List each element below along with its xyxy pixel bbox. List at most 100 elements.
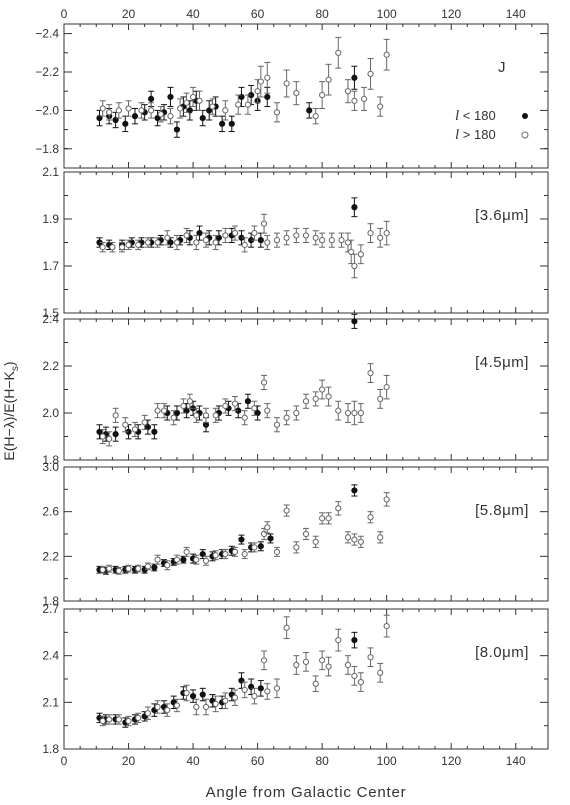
data-point-open [367, 514, 374, 521]
data-point-open [138, 107, 145, 114]
data-point-open [212, 552, 219, 559]
x-tick-label: 40 [186, 754, 200, 768]
data-point-filled [351, 318, 358, 325]
data-point-filled [267, 535, 274, 542]
data-point-filled [206, 107, 213, 114]
data-point-open [231, 694, 239, 701]
data-point-open [202, 237, 210, 244]
data-point-open [283, 624, 290, 631]
data-point-open [202, 412, 210, 419]
data-point-filled [351, 487, 358, 494]
y-tick-label: 2.1 [42, 165, 59, 179]
data-point-open [383, 496, 390, 503]
data-point-filled [228, 120, 235, 127]
data-point-open [231, 400, 239, 407]
data-point-open [367, 70, 374, 78]
data-point-open [302, 530, 310, 538]
x-tick-label-top: 60 [251, 7, 265, 21]
series-l-gt-180 [99, 614, 390, 727]
data-point-open [99, 105, 106, 112]
data-point-open [118, 244, 126, 251]
data-point-open [377, 234, 384, 241]
data-point-open [312, 113, 319, 120]
legend-marker-filled [522, 113, 528, 119]
data-point-open [312, 395, 319, 402]
y-tick-label: 2.4 [42, 649, 59, 663]
y-tick-label: 2.6 [42, 505, 59, 519]
data-point-open [377, 534, 384, 541]
x-tick-label-top: 80 [315, 7, 329, 21]
data-point-open [319, 515, 326, 522]
data-point-filled [199, 114, 206, 122]
data-point-open [183, 548, 190, 555]
data-point-filled [219, 120, 226, 127]
data-point-open [241, 686, 248, 693]
data-point-open [360, 95, 368, 102]
y-tick-label: 2.2 [42, 359, 59, 373]
data-point-open [251, 693, 258, 700]
data-point-open [344, 239, 352, 246]
data-point-open [319, 386, 326, 393]
data-point-filled [264, 93, 271, 101]
data-point-open [193, 412, 200, 419]
data-point-open [231, 230, 239, 237]
data-point-filled [144, 424, 151, 431]
data-point-open [241, 414, 248, 421]
x-tick-label: 0 [61, 754, 68, 768]
data-point-open [154, 407, 161, 414]
data-point-open [99, 717, 106, 725]
data-point-filled [199, 691, 206, 698]
y-axis-label-main: E(H−λ)/E(H−K [1, 370, 17, 460]
data-point-filled [180, 556, 187, 563]
band-label: [3.6μm] [475, 207, 529, 224]
data-point-open [367, 369, 374, 377]
data-point-open [251, 230, 258, 237]
panel-3.6um: 1.5 1.7 1.9 2.1 [3.6μm] [42, 148, 549, 320]
data-point-open [154, 239, 161, 246]
data-point-filled [131, 113, 139, 120]
data-point-open [325, 515, 332, 522]
x-tick-label-top: 100 [377, 7, 397, 21]
x-tick-label: 120 [441, 754, 461, 768]
data-point-open [302, 398, 310, 405]
data-point-open [351, 536, 358, 543]
data-point-open [260, 657, 268, 664]
data-point-open [283, 507, 290, 514]
data-point-open [325, 76, 332, 83]
y-tick-label: 2.2 [42, 549, 59, 563]
data-point-open [357, 538, 364, 545]
data-point-open [115, 567, 122, 574]
data-point-open [351, 97, 358, 104]
data-point-filled [202, 421, 210, 428]
data-point-filled [257, 237, 264, 244]
data-point-filled [151, 428, 158, 435]
data-point-open [202, 703, 210, 711]
data-point-open [144, 710, 151, 717]
data-point-open [212, 412, 219, 419]
data-point-open [112, 412, 119, 419]
data-point-open [293, 661, 300, 669]
data-point-open [241, 241, 248, 248]
data-point-open [383, 623, 390, 630]
data-point-open [173, 556, 181, 563]
data-point-open [319, 237, 326, 244]
data-point-filled [167, 93, 174, 101]
data-point-open [344, 534, 352, 541]
data-point-open [164, 707, 171, 714]
data-point-open [173, 702, 181, 709]
data-point-open [222, 551, 229, 558]
data-point-open [222, 232, 229, 239]
data-point-open [377, 669, 384, 676]
data-point-open [209, 103, 216, 110]
x-tick-label-top: 20 [122, 7, 136, 21]
data-point-open [328, 237, 335, 244]
legend-label: l > 180 [455, 127, 496, 143]
panels: 0 20 40 60 80 100 120 140 −1.8 −2.0 −2.2 −2.4 Jl < 1… [35, 7, 549, 768]
series-l-lt-180 [96, 484, 358, 575]
data-point-open [115, 107, 122, 114]
band-label: [8.0μm] [475, 644, 529, 661]
panel-5.8um: 1.8 2.2 2.6 3.0 [5.8μm] [42, 460, 549, 608]
data-point-open [186, 398, 193, 405]
data-point-open [193, 703, 200, 711]
data-point-open [106, 109, 113, 116]
